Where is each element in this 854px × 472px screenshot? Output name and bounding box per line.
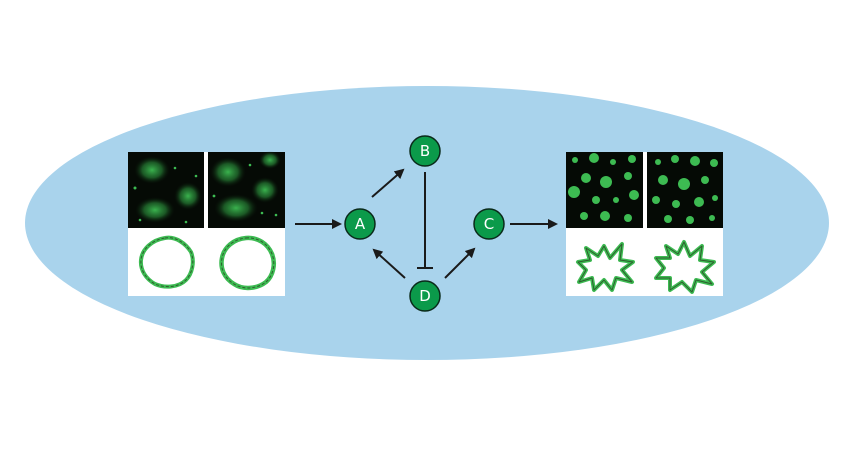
node-d: D <box>409 280 441 312</box>
node-a-label: A <box>355 215 366 233</box>
left-cell-outline-1 <box>138 235 195 289</box>
arrow-a-to-b <box>371 168 405 198</box>
right-fluorescence-panel-1 <box>566 152 643 228</box>
left-cell-outline-2 <box>219 235 276 291</box>
arrow-d-to-a <box>372 248 406 279</box>
pathway-edges <box>295 168 558 279</box>
left-fluorescence-panel-1 <box>128 152 204 228</box>
node-b: B <box>409 135 441 167</box>
right-cell-outline-1 <box>576 242 635 292</box>
node-c-label: C <box>484 215 494 233</box>
node-d-label: D <box>419 287 431 305</box>
node-c: C <box>473 208 505 240</box>
right-cell-outline-2 <box>654 240 716 294</box>
right-micrograph-group <box>566 152 723 296</box>
arrow-d-to-c <box>444 247 476 279</box>
node-b-label: B <box>420 142 430 160</box>
left-micrograph-group <box>128 151 285 296</box>
right-fluorescence-panel-2 <box>647 152 723 228</box>
left-fluorescence-panel-2 <box>208 151 285 228</box>
node-a: A <box>344 208 376 240</box>
